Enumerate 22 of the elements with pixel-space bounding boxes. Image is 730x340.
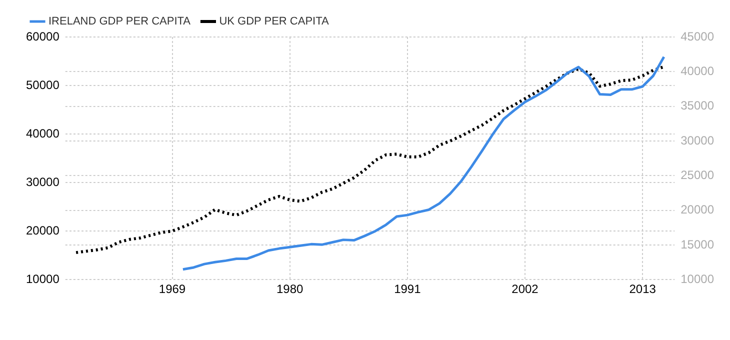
y-tick-label: 40000: [26, 126, 60, 140]
line-series: [74, 65, 666, 254]
x-tick-label: 2002: [512, 282, 539, 296]
x-tick-label: 1969: [158, 282, 186, 296]
x-tick-label: 1980: [276, 282, 304, 296]
y-tick-label: 50000: [26, 78, 60, 92]
y2-tick-label: 35000: [680, 98, 714, 113]
y2-tick-label: 20000: [680, 202, 714, 217]
x-tick-label: 2013: [629, 282, 656, 296]
y-tick-label: 60000: [26, 29, 60, 44]
y2-tick-label: 30000: [680, 133, 714, 148]
y2-tick-label: 15000: [680, 237, 714, 252]
y2-tick-label: 10000: [680, 272, 714, 286]
legend-label: UK GDP PER CAPITA: [219, 16, 330, 28]
y2-tick-label: 40000: [680, 64, 714, 78]
y-tick-label: 20000: [26, 223, 60, 238]
legend-label: IRELAND GDP PER CAPITA: [48, 16, 192, 28]
x-tick-label: 1991: [394, 282, 422, 296]
y-tick-label: 10000: [26, 272, 60, 286]
y2-tick-label: 25000: [680, 168, 714, 182]
y-tick-label: 30000: [26, 174, 60, 189]
y2-tick-label: 45000: [680, 29, 714, 44]
